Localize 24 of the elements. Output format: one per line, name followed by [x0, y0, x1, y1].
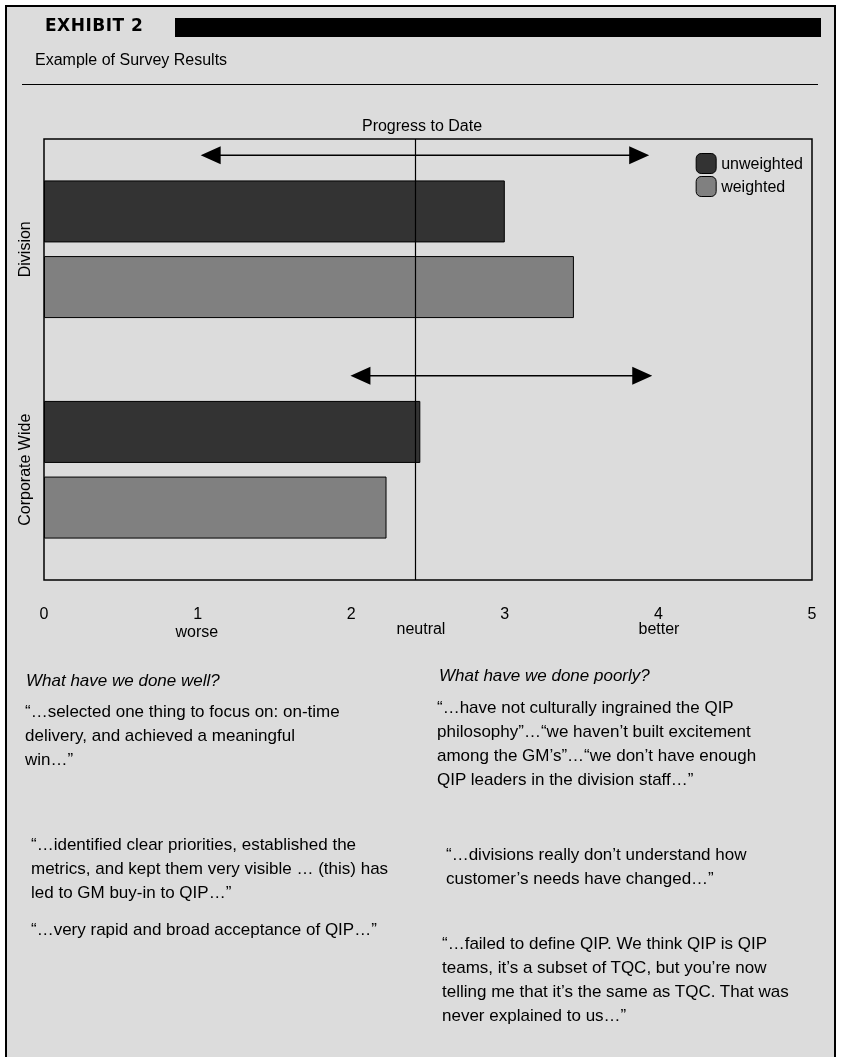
text: neutral	[396, 619, 446, 639]
text: better	[638, 619, 680, 639]
text: “…identified clear priorities, established the metrics, and kept them very visible … (this) has led to GM buy-in to QIP…”	[31, 834, 390, 904]
text: “…failed to define QIP. We think QIP is QIP teams, it’s a subset of TQC, but you’re now telling me that it’s the same as TQC. That was never explained to us…”	[442, 933, 790, 1027]
x-tick-label: 3	[500, 604, 510, 622]
x-tick-label: 1	[193, 604, 203, 622]
legend-label: unweighted	[721, 155, 803, 172]
x-tick-label: 0	[39, 604, 49, 622]
text: EXHIBIT 2	[45, 14, 144, 37]
text: What have we done well?	[26, 670, 221, 692]
text: “…have not culturally ingrained the QIP philosophy”…“we haven’t built excitement among the GM’s”…“we don’t have enough QIP leaders in the division staff…”	[437, 697, 758, 791]
x-tick-label: 2	[346, 604, 356, 622]
text: “…very rapid and broad acceptance of QIP…”	[31, 919, 378, 941]
x-tick-label: 5	[807, 604, 817, 622]
y-tick-label: Division	[15, 221, 33, 278]
legend-label: weighted	[720, 178, 786, 195]
y-tick-label: Corporate Wide	[15, 413, 33, 526]
text: What have we done poorly?	[439, 665, 651, 687]
text: “…selected one thing to focus on: on-time delivery, and achieved a meaningful win…”	[25, 701, 341, 771]
chart-subtitle: Example of Survey Results	[35, 50, 228, 70]
x-tick-label: 4	[653, 604, 663, 622]
text: “…divisions really don’t understand how customer’s needs have changed…”	[446, 844, 748, 890]
chart-title: Progress to Date	[361, 116, 483, 134]
text: worse	[175, 622, 219, 642]
